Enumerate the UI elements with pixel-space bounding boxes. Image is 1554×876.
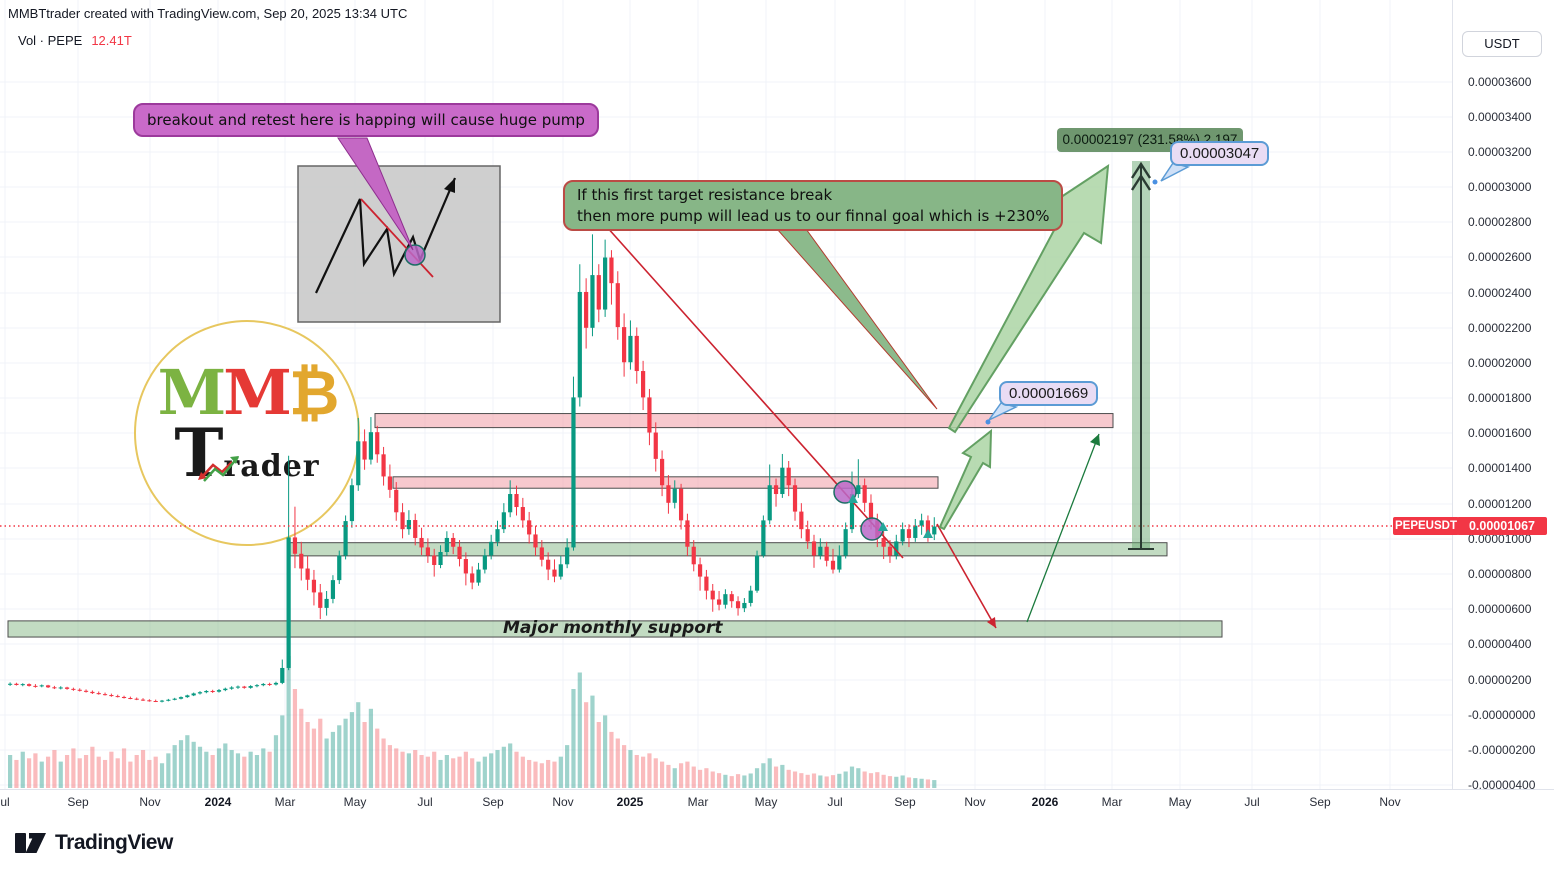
first-target-price-label[interactable]: 0.00001669 — [999, 381, 1099, 406]
time-tick-label: May — [754, 795, 778, 809]
time-tick-label: Nov — [1379, 795, 1401, 809]
time-tick-label: Mar — [687, 795, 709, 809]
volume-legend[interactable]: Vol · PEPE 12.41T — [18, 33, 132, 48]
price-tick-label: 0.00001000 — [1468, 532, 1532, 546]
logo-letter-m-green: M — [157, 356, 227, 429]
price-axis[interactable]: USDT 0.00003600 0.00003400 0.00003200 0.000… — [1452, 0, 1554, 792]
current-price-symbol-badge: PEPEUSDT — [1393, 517, 1459, 535]
time-tick-label: May — [1168, 795, 1192, 809]
price-tick-label: 0.00002400 — [1468, 286, 1532, 300]
time-tick-label: May — [343, 795, 367, 809]
time-tick-label: Mar — [1101, 795, 1123, 809]
time-tick-label: Mar — [274, 795, 296, 809]
price-tick-label: 0.00003200 — [1468, 145, 1532, 159]
time-tick-label: Sep — [894, 795, 916, 809]
tradingview-footer[interactable]: TradingView — [14, 831, 173, 855]
time-tick-label: Jul — [1244, 795, 1260, 809]
price-tick-label: 0.00002200 — [1468, 321, 1532, 335]
price-tick-label: 0.00001800 — [1468, 391, 1532, 405]
price-tick-label: 0.00000400 — [1468, 637, 1532, 651]
price-tick-label: 0.00001600 — [1468, 426, 1532, 440]
mmb-trader-logo: MM₿ Trader — [134, 320, 360, 546]
time-tick-label: Jul — [417, 795, 433, 809]
target-callout-line2: then more pump will lead us to our finna… — [577, 206, 1050, 225]
time-tick-label: Sep — [67, 795, 89, 809]
logo-trader-rest: rader — [223, 449, 320, 484]
tradingview-brand-text: TradingView — [55, 831, 173, 854]
tradingview-logo-icon — [15, 833, 46, 853]
currency-toggle-button[interactable]: USDT — [1462, 31, 1542, 57]
price-tick-label: 0.00002000 — [1468, 356, 1532, 370]
volume-legend-title: Vol · PEPE — [18, 33, 83, 48]
price-tick-label: 0.00002600 — [1468, 250, 1532, 264]
time-tick-label: Jul — [827, 795, 843, 809]
time-tick-label: 2024 — [204, 795, 232, 809]
target-callout[interactable]: If this first target resistance break th… — [563, 180, 1064, 232]
logo-mmb-letters: MM₿ — [136, 362, 358, 424]
time-tick-label: Sep — [482, 795, 504, 809]
price-tick-label: -0.00000000 — [1468, 708, 1536, 722]
time-axis[interactable]: ul Sep Nov 2024 Mar May Jul Sep Nov 2025 Mar May Jul… — [0, 789, 1554, 818]
time-tick-label: Nov — [139, 795, 161, 809]
current-price-value: 0.00001067 — [1457, 517, 1547, 535]
time-tick-label: Nov — [964, 795, 986, 809]
logo-letter-bitcoin: ₿ — [288, 356, 340, 429]
time-tick-label: ul — [0, 795, 10, 809]
final-target-price-label[interactable]: 0.00003047 — [1170, 141, 1270, 166]
breakout-callout[interactable]: breakout and retest here is happing will… — [133, 103, 599, 137]
price-tick-label: -0.00000200 — [1468, 743, 1536, 757]
price-tick-label: 0.00000600 — [1468, 602, 1532, 616]
price-tick-label: 0.00003000 — [1468, 180, 1532, 194]
time-tick-label: 2026 — [1031, 795, 1059, 809]
logo-trader-t: T — [174, 414, 224, 492]
price-tick-label: 0.00002800 — [1468, 215, 1532, 229]
logo-letter-m-red: M — [223, 356, 292, 429]
price-tick-label: 0.00001400 — [1468, 461, 1532, 475]
attribution-text: MMBTtrader created with TradingView.com,… — [8, 6, 408, 21]
logo-trader-text: Trader — [136, 420, 358, 486]
target-callout-line1: If this first target resistance break — [577, 186, 833, 204]
time-tick-label: Sep — [1309, 795, 1331, 809]
price-tick-label: 0.00000200 — [1468, 673, 1532, 687]
price-tick-label: 0.00000800 — [1468, 567, 1532, 581]
volume-legend-value: 12.41T — [91, 33, 132, 48]
price-tick-label: -0.00000400 — [1468, 778, 1536, 792]
major-support-label: Major monthly support — [503, 618, 723, 638]
price-tick-label: 0.00003400 — [1468, 110, 1532, 124]
price-tick-label: 0.00001200 — [1468, 497, 1532, 511]
price-tick-label: 0.00003600 — [1468, 75, 1532, 89]
time-tick-label: Nov — [552, 795, 574, 809]
trader-zigzag-icon — [198, 456, 239, 482]
time-tick-label: 2025 — [616, 795, 644, 809]
